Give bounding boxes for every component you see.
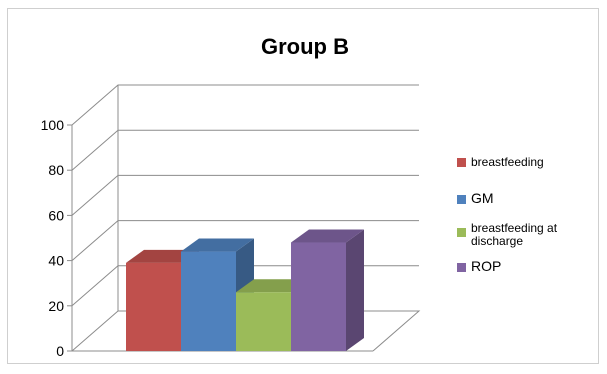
bar-top	[181, 238, 254, 252]
legend-label: ROP	[471, 258, 501, 274]
bars	[126, 229, 364, 351]
legend-swatch	[457, 195, 466, 204]
bar-top	[291, 229, 364, 243]
legend-entry-3: breastfeeding at discharge	[457, 221, 558, 248]
gridline	[71, 174, 419, 216]
gridline	[71, 84, 419, 126]
bar-top	[126, 249, 199, 263]
bar-4	[291, 229, 364, 351]
bar-front	[181, 251, 236, 351]
bar-front	[291, 242, 346, 351]
legend-entry-2: GM	[457, 190, 494, 206]
legend-label: breastfeeding	[471, 155, 544, 169]
gridline	[71, 129, 419, 171]
y-axis-ticks: 0 20 40 60 80 100	[41, 117, 72, 359]
chart-frame	[7, 8, 599, 364]
legend-label: breastfeeding at discharge	[471, 221, 558, 248]
bar-front	[126, 262, 181, 351]
y-tick-label: 100	[41, 117, 65, 133]
bar-top	[236, 279, 309, 293]
legend: breastfeeding GM breastfeeding at discharge…	[457, 155, 558, 274]
y-tick-label: 20	[48, 298, 64, 314]
legend-label: GM	[471, 190, 494, 206]
bar-side	[346, 229, 364, 351]
y-tick-label: 0	[56, 343, 64, 359]
y-tick-label: 40	[48, 253, 64, 269]
y-tick-label: 80	[48, 162, 64, 178]
legend-swatch	[457, 228, 466, 237]
legend-swatch	[457, 158, 466, 167]
y-tick-label: 60	[48, 207, 64, 223]
bar-front	[236, 292, 291, 351]
legend-entry-1: breastfeeding	[457, 155, 544, 169]
gridline	[71, 220, 419, 261]
legend-entry-4: ROP	[457, 258, 501, 274]
legend-swatch	[457, 263, 466, 272]
chart-title: Group B	[261, 34, 349, 59]
